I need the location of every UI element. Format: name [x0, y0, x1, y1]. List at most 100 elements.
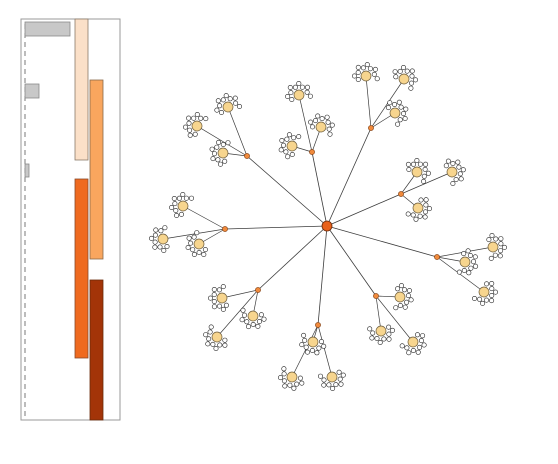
- tree-twig-node[interactable]: [325, 119, 331, 125]
- tree-leaf-node[interactable]: [487, 241, 499, 253]
- tree-twig-node[interactable]: [286, 132, 292, 138]
- tree-twig-node[interactable]: [321, 382, 327, 388]
- tree-twig-node[interactable]: [393, 305, 399, 311]
- tree-leaf-node[interactable]: [191, 120, 203, 132]
- tree-twig-node[interactable]: [422, 166, 428, 172]
- tree-twig-node[interactable]: [214, 144, 220, 150]
- tree-twig-node[interactable]: [408, 85, 414, 91]
- tree-twig-node[interactable]: [194, 230, 200, 236]
- tree-twig-node[interactable]: [327, 131, 333, 137]
- tree-twig-node[interactable]: [189, 195, 195, 201]
- tree-twig-node[interactable]: [190, 247, 196, 253]
- tree-twig-node[interactable]: [213, 345, 219, 351]
- tree-twig-node[interactable]: [318, 339, 324, 345]
- tree-twig-node[interactable]: [417, 344, 423, 350]
- tree-twig-node[interactable]: [233, 100, 239, 106]
- tree-twig-node[interactable]: [408, 80, 414, 86]
- tree-twig-node[interactable]: [445, 158, 451, 164]
- tree-twig-node[interactable]: [461, 267, 467, 273]
- tree-twig-node[interactable]: [161, 248, 167, 254]
- tree-twig-node[interactable]: [421, 173, 427, 179]
- tree-twig-node[interactable]: [414, 332, 420, 338]
- tree-twig-node[interactable]: [468, 265, 474, 271]
- tree-twig-node[interactable]: [208, 295, 214, 301]
- tree-twig-node[interactable]: [417, 213, 423, 219]
- tree-twig-node[interactable]: [152, 244, 158, 250]
- tree-twig-node[interactable]: [326, 382, 332, 388]
- tree-twig-node[interactable]: [237, 104, 243, 110]
- tree-leaf-node[interactable]: [247, 310, 259, 322]
- tree-twig-node[interactable]: [326, 126, 332, 132]
- tree-twig-node[interactable]: [492, 252, 498, 258]
- tree-twig-node[interactable]: [186, 120, 192, 126]
- tree-twig-node[interactable]: [443, 163, 449, 169]
- tree-twig-node[interactable]: [220, 284, 226, 290]
- tree-twig-node[interactable]: [488, 255, 494, 261]
- tree-twig-node[interactable]: [285, 94, 291, 100]
- tree-leaf-node[interactable]: [411, 166, 423, 178]
- tree-twig-node[interactable]: [283, 149, 289, 155]
- tree-twig-node[interactable]: [198, 115, 204, 121]
- tree-twig-node[interactable]: [329, 122, 335, 128]
- tree-branch-node[interactable]: [315, 322, 321, 328]
- icicle-gray-bar-small[interactable]: [24, 163, 30, 178]
- tree-twig-node[interactable]: [312, 118, 318, 124]
- tree-twig-node[interactable]: [456, 164, 462, 170]
- tree-twig-node[interactable]: [217, 103, 223, 109]
- icicle-rust-segment[interactable]: [89, 279, 104, 421]
- tree-twig-node[interactable]: [389, 327, 395, 333]
- tree-leaf-node[interactable]: [293, 89, 305, 101]
- tree-twig-node[interactable]: [423, 197, 429, 203]
- tree-twig-node[interactable]: [280, 142, 286, 148]
- tree-twig-node[interactable]: [186, 235, 192, 241]
- tree-twig-node[interactable]: [183, 124, 189, 130]
- tree-twig-node[interactable]: [480, 300, 486, 306]
- tree-twig-node[interactable]: [169, 205, 175, 211]
- tree-twig-node[interactable]: [477, 296, 483, 302]
- tree-twig-node[interactable]: [377, 339, 383, 345]
- tree-twig-node[interactable]: [217, 303, 223, 309]
- tree-twig-node[interactable]: [219, 110, 225, 116]
- tree-leaf-node[interactable]: [375, 325, 387, 337]
- tree-twig-node[interactable]: [297, 375, 303, 381]
- tree-branch-node[interactable]: [244, 153, 250, 159]
- tree-twig-node[interactable]: [301, 332, 307, 338]
- tree-leaf-node[interactable]: [222, 101, 234, 113]
- tree-twig-node[interactable]: [214, 107, 220, 113]
- tree-branch-node[interactable]: [373, 293, 379, 299]
- tree-twig-node[interactable]: [220, 142, 226, 148]
- tree-leaf-node[interactable]: [307, 336, 319, 348]
- tree-twig-node[interactable]: [299, 380, 305, 386]
- tree-twig-node[interactable]: [369, 335, 375, 341]
- tree-twig-node[interactable]: [187, 127, 193, 133]
- tree-twig-node[interactable]: [498, 241, 504, 247]
- tree-twig-node[interactable]: [414, 158, 420, 164]
- tree-twig-node[interactable]: [493, 236, 499, 242]
- tree-twig-node[interactable]: [261, 316, 267, 322]
- tree-leaf-node[interactable]: [157, 233, 169, 245]
- tree-twig-node[interactable]: [473, 263, 479, 269]
- tree-twig-node[interactable]: [321, 377, 327, 383]
- tree-twig-node[interactable]: [304, 84, 310, 90]
- tree-twig-node[interactable]: [296, 81, 302, 87]
- tree-twig-node[interactable]: [205, 341, 211, 347]
- tree-twig-node[interactable]: [203, 116, 209, 122]
- tree-twig-node[interactable]: [152, 239, 158, 245]
- tree-twig-node[interactable]: [309, 124, 315, 130]
- tree-twig-node[interactable]: [417, 161, 423, 167]
- tree-twig-node[interactable]: [471, 295, 477, 301]
- tree-twig-node[interactable]: [399, 343, 405, 349]
- tree-twig-node[interactable]: [223, 302, 229, 308]
- icicle-gray-bar-mid[interactable]: [24, 83, 40, 99]
- tree-twig-node[interactable]: [212, 151, 218, 157]
- tree-twig-node[interactable]: [294, 381, 300, 387]
- tree-twig-node[interactable]: [371, 71, 377, 77]
- tree-twig-node[interactable]: [484, 281, 490, 287]
- tree-twig-node[interactable]: [393, 74, 399, 80]
- tree-twig-node[interactable]: [370, 330, 376, 336]
- tree-twig-node[interactable]: [223, 93, 229, 99]
- tree-twig-node[interactable]: [191, 115, 197, 121]
- icicle-peach-segment[interactable]: [74, 18, 89, 161]
- tree-twig-node[interactable]: [457, 171, 463, 177]
- tree-twig-node[interactable]: [246, 324, 252, 330]
